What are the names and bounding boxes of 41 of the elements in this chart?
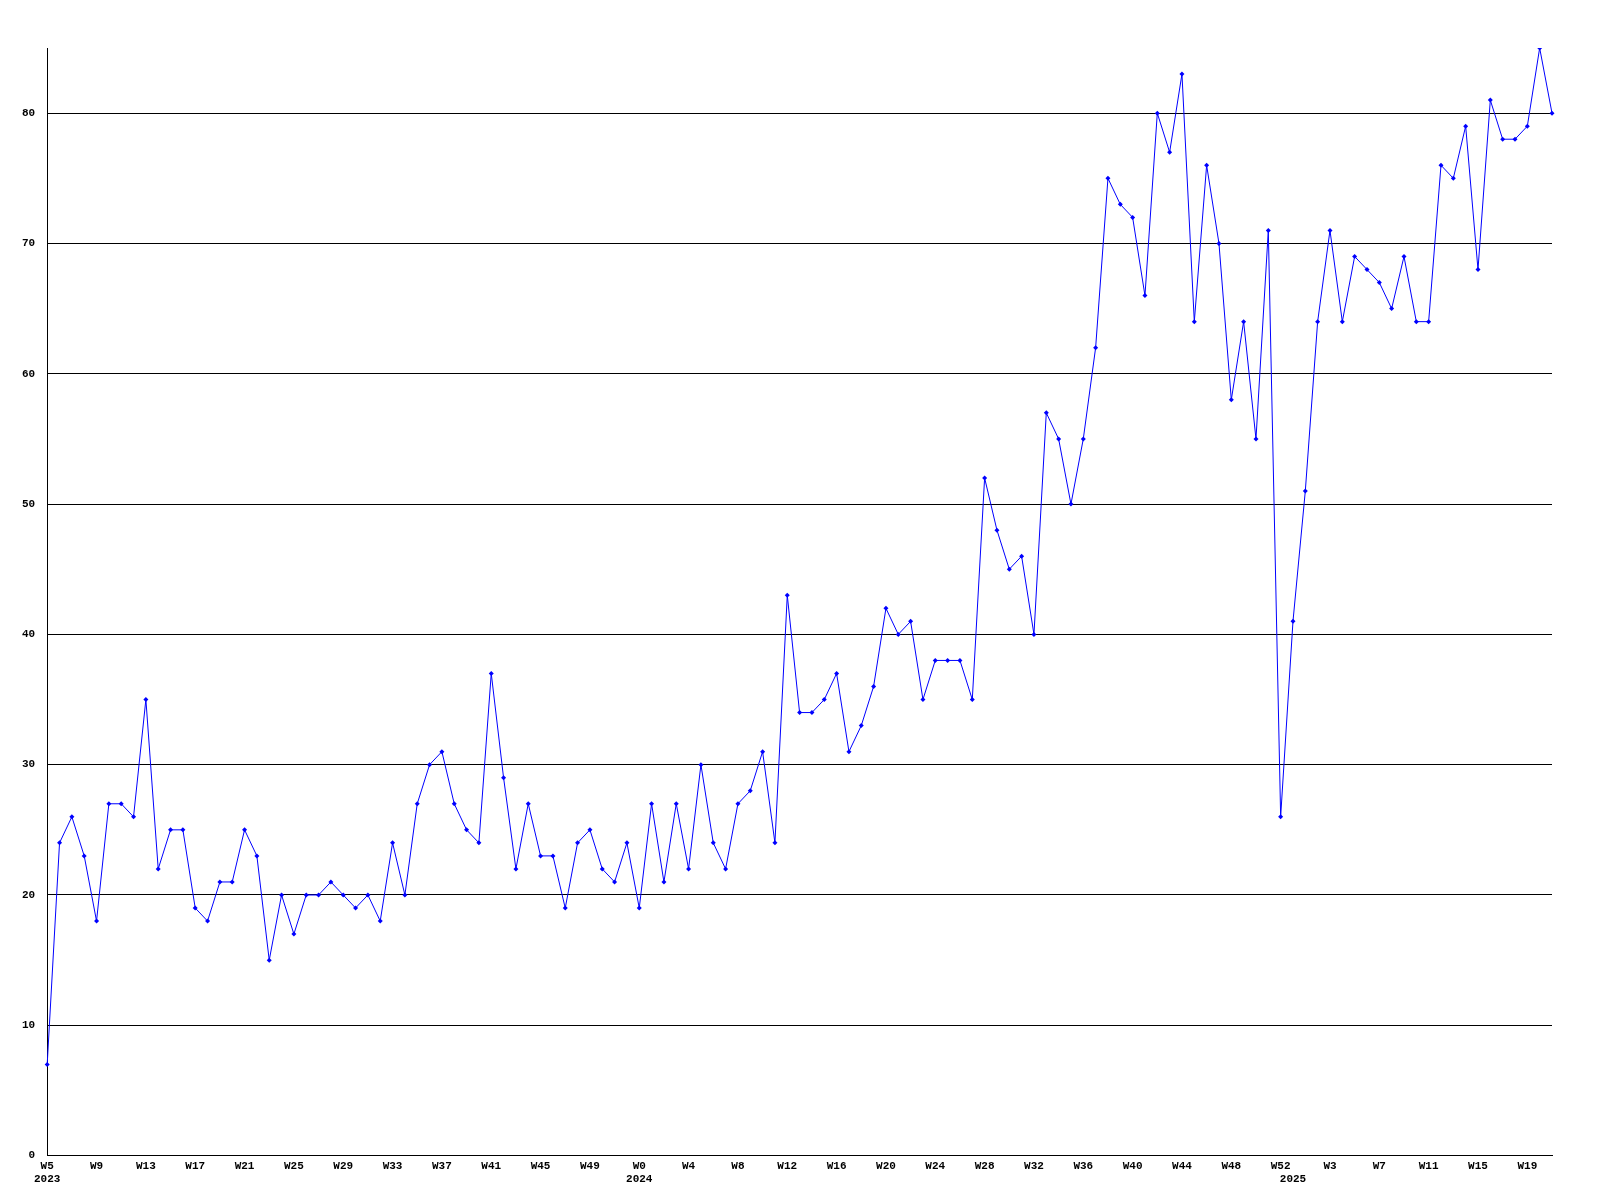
x-tick-label: W9	[89, 1159, 104, 1172]
x-tick-label: W36	[1073, 1159, 1094, 1172]
x-tick-label: W20	[876, 1159, 896, 1172]
x-tick-label: W16	[826, 1159, 847, 1172]
y-tick-label: 80	[22, 106, 36, 119]
x-tick-label: W5 2023	[34, 1159, 61, 1186]
x-tick-label: W4	[681, 1159, 696, 1172]
x-tick-label: W28	[974, 1159, 995, 1172]
x-tick-label: W11	[1418, 1159, 1439, 1172]
y-tick-label: 0	[28, 1149, 36, 1162]
x-tick-label: W17	[185, 1159, 206, 1172]
x-tick-label: W15	[1468, 1159, 1489, 1172]
x-tick-label: W37	[432, 1159, 452, 1172]
y-tick-label: 40	[22, 628, 36, 641]
x-tick-label: W44	[1172, 1159, 1193, 1172]
x-tick-label: 2025	[1279, 1173, 1307, 1186]
x-tick-label: W19	[1517, 1159, 1538, 1172]
x-tick-label: W49	[580, 1159, 600, 1172]
x-tick-label: W29	[333, 1159, 354, 1172]
x-tick-label: W41	[481, 1159, 502, 1172]
y-tick-label: 60	[22, 367, 36, 380]
x-tick-label: W0 2024	[626, 1159, 653, 1186]
x-tick-label: W24	[925, 1159, 946, 1172]
x-tick-label: W21	[234, 1159, 255, 1172]
x-tick-label: W8	[731, 1159, 745, 1172]
x-tick-label: W48	[1221, 1159, 1242, 1172]
x-tick-label: W3	[1323, 1159, 1337, 1172]
y-tick-label: 30	[22, 758, 36, 771]
y-tick-label: 20	[22, 888, 36, 901]
y-tick-label: 10	[22, 1019, 36, 1032]
x-tick-label: W33	[382, 1159, 403, 1172]
x-tick-label: W12	[777, 1159, 798, 1172]
x-tick-label: W52	[1270, 1159, 1291, 1172]
x-tick-label: W32	[1024, 1159, 1044, 1172]
y-tick-label: 70	[22, 237, 36, 250]
x-tick-label: W25	[283, 1159, 305, 1172]
y-tick-label: 50	[22, 497, 36, 510]
x-tick-label: W45	[530, 1159, 551, 1172]
x-tick-label: W7	[1372, 1159, 1386, 1172]
x-tick-label: W40	[1122, 1159, 1143, 1172]
x-tick-label: W13	[135, 1159, 157, 1172]
